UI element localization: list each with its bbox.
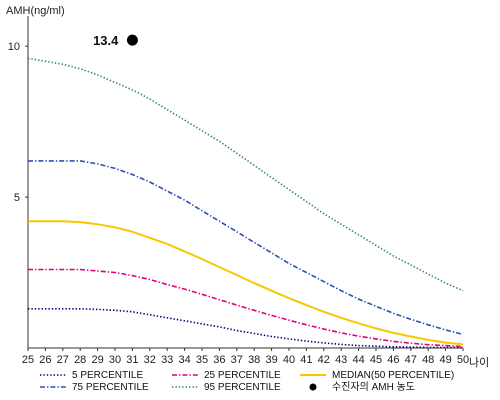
legend-swatch-point [309, 383, 317, 391]
x-tick-label: 38 [248, 354, 260, 366]
series-line-95-percentile [27, 57, 464, 292]
y-axis-title: AMH(ng/ml) [6, 5, 65, 17]
legend: 5 PERCENTILE 25 PERCENTILE MEDIAN(50 PERCE… [40, 370, 454, 393]
patient-amh-point [126, 34, 138, 46]
legend-label: MEDIAN(50 PERCENTILE) [332, 370, 454, 381]
series-line-5-percentile [28, 307, 464, 349]
legend-item: 95 PERCENTILE [172, 382, 281, 393]
x-tick-label: 48 [422, 354, 434, 366]
x-tick-label: 28 [74, 354, 86, 366]
x-tick-label: 49 [439, 354, 451, 366]
x-axis-title: 나이 [469, 356, 489, 369]
legend-label: 25 PERCENTILE [204, 370, 281, 381]
legend-label: 5 PERCENTILE [72, 370, 143, 381]
x-tick-label: 41 [300, 354, 312, 366]
patient-amh-value-label: 13.4 [93, 33, 119, 48]
legend-item: 75 PERCENTILE [40, 382, 149, 393]
series-line-75-percentile [28, 160, 464, 336]
axes: 5 10 25 26 27 28 29 30 31 32 33 34 35 36 37 38 39 40 41 42 4… [8, 16, 469, 366]
series-line-median-50-percentile [28, 220, 464, 346]
legend-label: 수진자의 AMH 농도 [332, 381, 415, 393]
legend-label: 95 PERCENTILE [204, 382, 281, 393]
points-layer: 13.4 [93, 33, 138, 48]
x-tick-label: 37 [231, 354, 243, 366]
x-tick-label: 45 [370, 354, 382, 366]
x-tick-label: 30 [109, 354, 121, 366]
series-line-25-percentile [28, 268, 464, 348]
x-tick-label: 27 [57, 354, 69, 366]
x-tick-label: 33 [161, 354, 173, 366]
x-tick-label: 25 [22, 354, 34, 366]
y-tick-label: 10 [8, 41, 20, 53]
y-tick-label: 5 [14, 192, 20, 204]
series-layer [27, 57, 464, 349]
x-tick-label: 35 [196, 354, 208, 366]
x-tick-label: 32 [144, 354, 156, 366]
legend-item: MEDIAN(50 PERCENTILE) [300, 370, 454, 381]
x-tick-label: 40 [283, 354, 295, 366]
x-tick-label: 34 [178, 354, 190, 366]
x-tick-label: 47 [405, 354, 417, 366]
legend-item: 25 PERCENTILE [172, 370, 281, 381]
x-tick-label: 39 [265, 354, 277, 366]
x-tick-label: 31 [126, 354, 138, 366]
x-tick-label: 46 [387, 354, 399, 366]
legend-label: 75 PERCENTILE [72, 382, 149, 393]
x-tick-label: 26 [39, 354, 51, 366]
x-tick-label: 42 [318, 354, 330, 366]
legend-item: 5 PERCENTILE [40, 370, 143, 381]
x-tick-label: 43 [335, 354, 347, 366]
x-tick-label: 36 [213, 354, 225, 366]
x-tick-label: 44 [352, 354, 364, 366]
legend-item: 수진자의 AMH 농도 [309, 381, 415, 393]
x-tick-label: 50 [457, 354, 469, 366]
x-tick-label: 29 [91, 354, 103, 366]
